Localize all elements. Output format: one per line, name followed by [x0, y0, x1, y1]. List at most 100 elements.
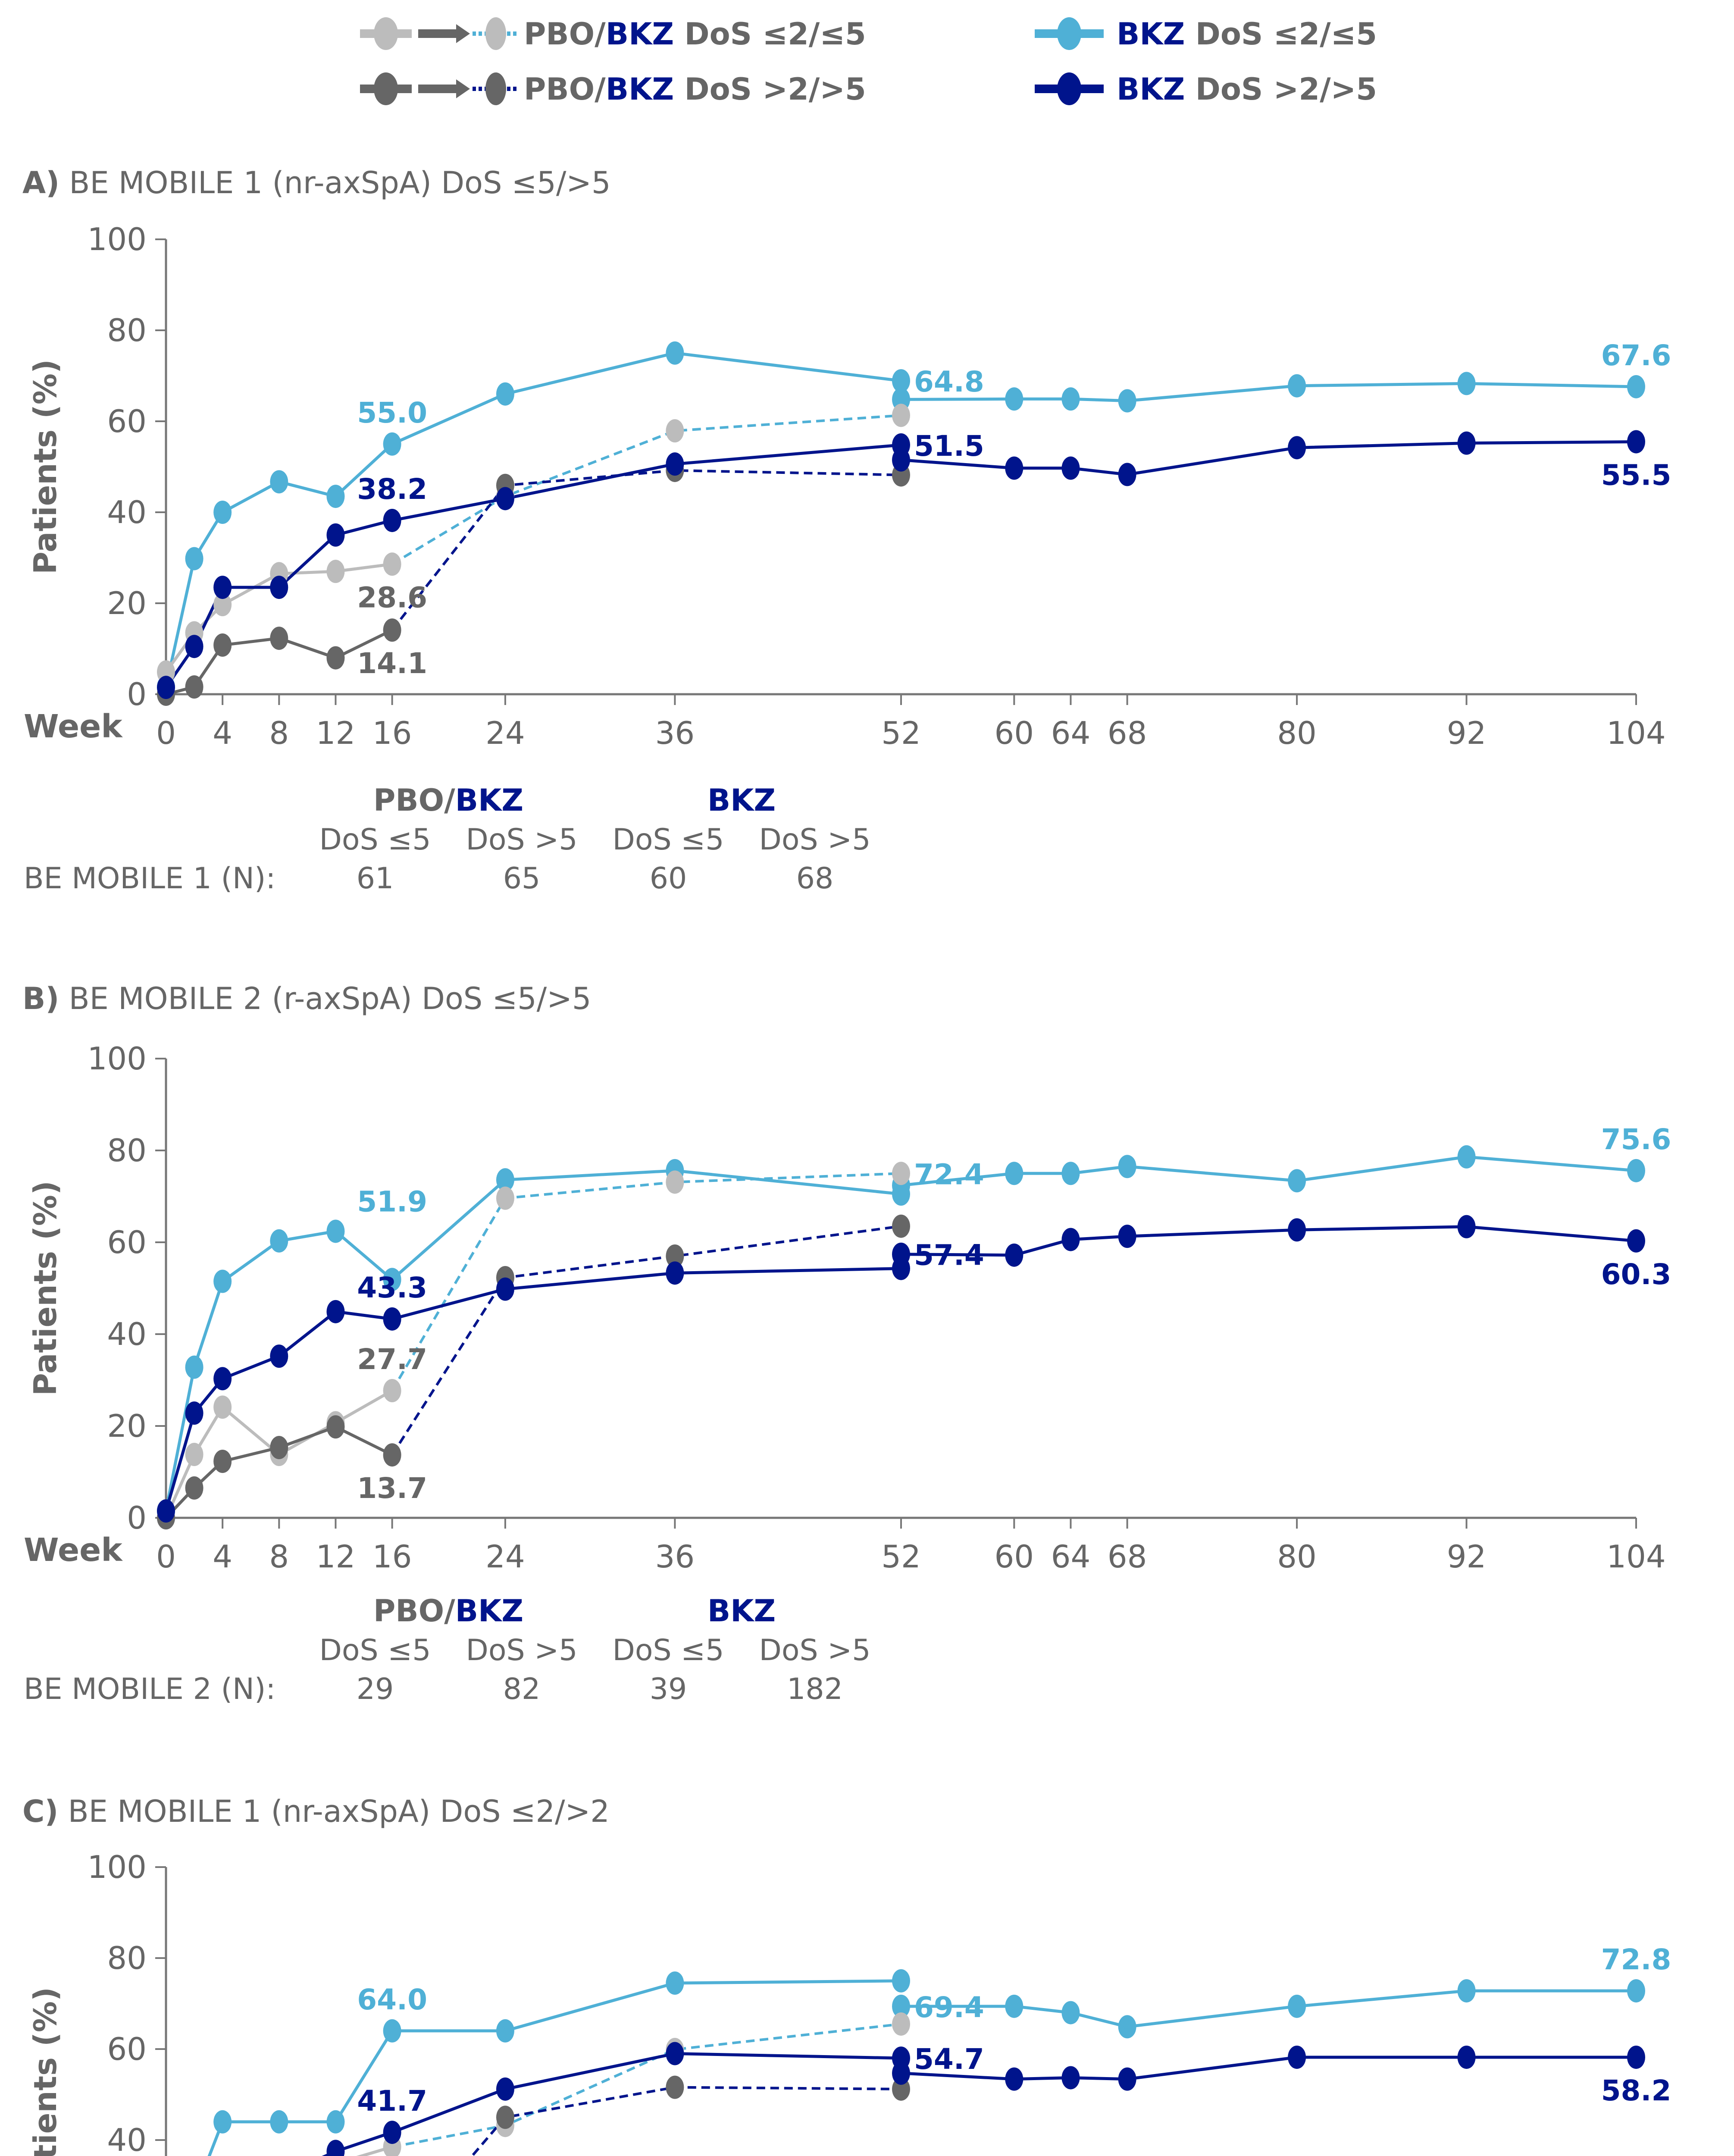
data-point-pooled-bkz_high: [1118, 463, 1136, 486]
n-table-group-bkz-only: BKZ: [707, 1593, 776, 1629]
data-label: 72.8: [1601, 1943, 1671, 1976]
x-tick-label: 8: [269, 715, 289, 751]
data-point-bkz_low: [270, 470, 288, 494]
data-point-pooled-bkz_low: [1627, 1979, 1645, 2002]
y-tick-label: 20: [107, 1408, 147, 1444]
data-point-bkz_low: [666, 341, 684, 365]
data-point-bkz_low: [892, 1969, 910, 1993]
data-point-bkz_low: [326, 2110, 345, 2134]
data-label: 69.4: [914, 1991, 984, 2024]
legend-marker-icon: [485, 17, 506, 50]
data-label: 64.0: [357, 1983, 427, 2016]
data-point-switch-pbo_low: [666, 419, 684, 443]
x-tick-label: 60: [994, 1539, 1034, 1575]
x-tick-label: 92: [1447, 715, 1487, 751]
data-point-bkz_low: [383, 1268, 401, 1291]
x-tick-label: 52: [881, 715, 921, 751]
data-label: 43.3: [357, 1271, 427, 1304]
n-table-col-header: DoS ≤5: [319, 1633, 431, 1667]
data-point-pbo_high: [213, 633, 232, 657]
y-tick-label: 40: [107, 494, 147, 530]
data-point-pbo_high: [185, 675, 203, 699]
data-point-pooled-bkz_low: [1627, 1159, 1645, 1182]
data-point-pbo_low: [326, 560, 345, 583]
data-point-bkz_high: [157, 1499, 175, 1523]
data-point-bkz_high: [666, 452, 684, 476]
data-point-pooled-bkz_low: [1005, 1162, 1023, 1185]
data-point-switch-pbo_low: [892, 404, 910, 427]
legend-label-dos: DoS ≤2/≤5: [674, 16, 866, 52]
x-tick-label: 8: [269, 1539, 289, 1575]
x-tick-label: 68: [1108, 1539, 1147, 1575]
data-point-bkz_high: [185, 1401, 203, 1425]
series-switch-line-pbo_high: [391, 469, 901, 631]
n-table-row-label: BE MOBILE 1 (N):: [24, 862, 275, 896]
data-point-pooled-bkz_high: [1061, 1228, 1080, 1251]
n-table-col-header: DoS ≤5: [613, 1633, 724, 1667]
series-switch-line-pbo_high: [470, 2086, 901, 2156]
x-tick-label: 4: [213, 1539, 232, 1575]
data-label: 54.7: [914, 2043, 984, 2076]
data-point-bkz_low: [185, 547, 203, 570]
x-tick-label: 0: [156, 715, 176, 751]
data-point-bkz_high: [496, 487, 514, 511]
data-label: 41.7: [357, 2084, 427, 2118]
data-point-bkz_low: [270, 1229, 288, 1253]
x-tick-label: 16: [372, 715, 412, 751]
x-tick-label: 80: [1277, 1539, 1317, 1575]
legend-marker-icon: [374, 17, 398, 50]
x-tick-label: 68: [1108, 715, 1147, 751]
data-point-pooled-bkz_low: [1457, 1145, 1476, 1169]
data-label: 57.4: [914, 1239, 984, 1272]
data-label: 55.0: [357, 396, 427, 429]
panel-title: C) BE MOBILE 1 (nr-axSpA) DoS ≤2/>2: [22, 1794, 610, 1829]
legend-label-pbo: PBO/: [524, 16, 606, 52]
data-point-bkz_low: [496, 2019, 514, 2043]
data-point-pooled-bkz_low: [1061, 387, 1080, 411]
data-point-pooled-bkz_high: [1005, 456, 1023, 480]
n-table-value: 182: [787, 1672, 843, 1706]
n-table-col-header: DoS ≤5: [613, 823, 724, 857]
data-point-bkz_low: [213, 2110, 232, 2134]
n-table-value: 60: [650, 862, 687, 896]
legend-label-bkz: BKZ: [606, 72, 674, 107]
legend-label-bkz: BKZ: [1117, 16, 1185, 52]
data-point-pbo_high: [270, 1436, 288, 1460]
y-tick-label: 0: [127, 1500, 147, 1536]
y-tick-label: 80: [107, 1132, 147, 1169]
series-line-pbo_low: [164, 1389, 393, 1519]
n-table-value: 61: [357, 862, 394, 896]
legend-label: PBO/BKZ DoS >2/>5: [524, 72, 866, 107]
panel-title-text: BE MOBILE 1 (nr-axSpA) DoS ≤5/>5: [59, 165, 610, 201]
x-tick-label: 80: [1277, 715, 1317, 751]
legend-label-dos: DoS ≤2/≤5: [1185, 16, 1377, 52]
data-point-bkz_high: [666, 2042, 684, 2065]
y-axis-label: Patients (%): [27, 359, 63, 574]
data-point-bkz_high: [496, 2077, 514, 2101]
data-point-bkz_low: [496, 1168, 514, 1192]
x-tick-label: 104: [1606, 1539, 1665, 1575]
data-label: 51.9: [357, 1185, 427, 1219]
n-table-group-bkz: BKZ: [455, 1593, 523, 1629]
n-table-col-header: DoS >5: [759, 823, 871, 857]
panel-title-text: BE MOBILE 2 (r-axSpA) DoS ≤5/>5: [59, 981, 591, 1016]
data-point-bkz_low: [892, 369, 910, 393]
y-tick-label: 80: [107, 312, 147, 348]
data-label: 28.6: [357, 581, 427, 614]
data-label: 27.7: [357, 1343, 427, 1376]
data-point-bkz_high: [326, 523, 345, 547]
data-point-switch-pbo_low: [496, 1186, 514, 1210]
panel-C: C) BE MOBILE 1 (nr-axSpA) DoS ≤2/>202040…: [22, 1794, 1671, 2156]
panel-A: A) BE MOBILE 1 (nr-axSpA) DoS ≤5/>502040…: [22, 165, 1671, 896]
data-point-pbo_high: [383, 1443, 401, 1467]
data-point-bkz_high: [213, 1367, 232, 1391]
data-point-pbo_high: [326, 646, 345, 670]
legend-label: BKZ DoS >2/>5: [1117, 72, 1377, 107]
data-label: 60.3: [1601, 1258, 1671, 1291]
data-point-pbo_low: [185, 1443, 203, 1467]
series-switch-line-pbo_high: [391, 1225, 901, 1456]
y-axis-label: Patients (%): [27, 1987, 63, 2156]
data-point-bkz_high: [496, 1277, 514, 1301]
data-point-pooled-bkz_low: [1457, 1979, 1476, 2002]
legend-item-bkz_low: BKZ DoS ≤2/≤5: [1035, 16, 1377, 52]
